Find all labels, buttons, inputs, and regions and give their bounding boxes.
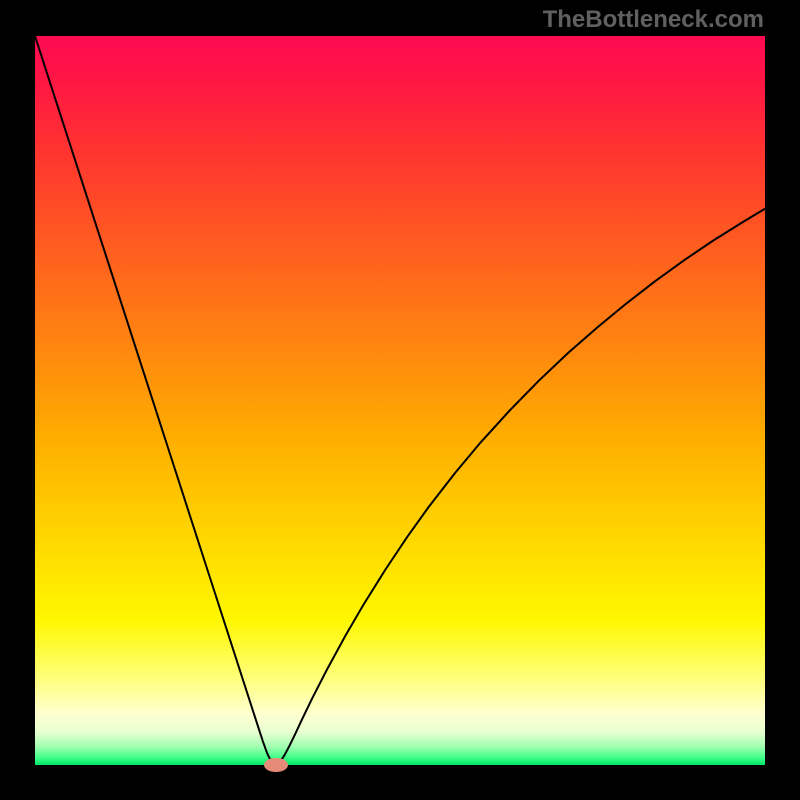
plot-area <box>35 36 765 765</box>
optimum-marker <box>264 758 288 772</box>
watermark-text: TheBottleneck.com <box>543 6 764 34</box>
curve-overlay <box>35 36 765 765</box>
chart-container: TheBottleneck.com <box>0 0 800 800</box>
bottleneck-curve <box>35 36 765 765</box>
